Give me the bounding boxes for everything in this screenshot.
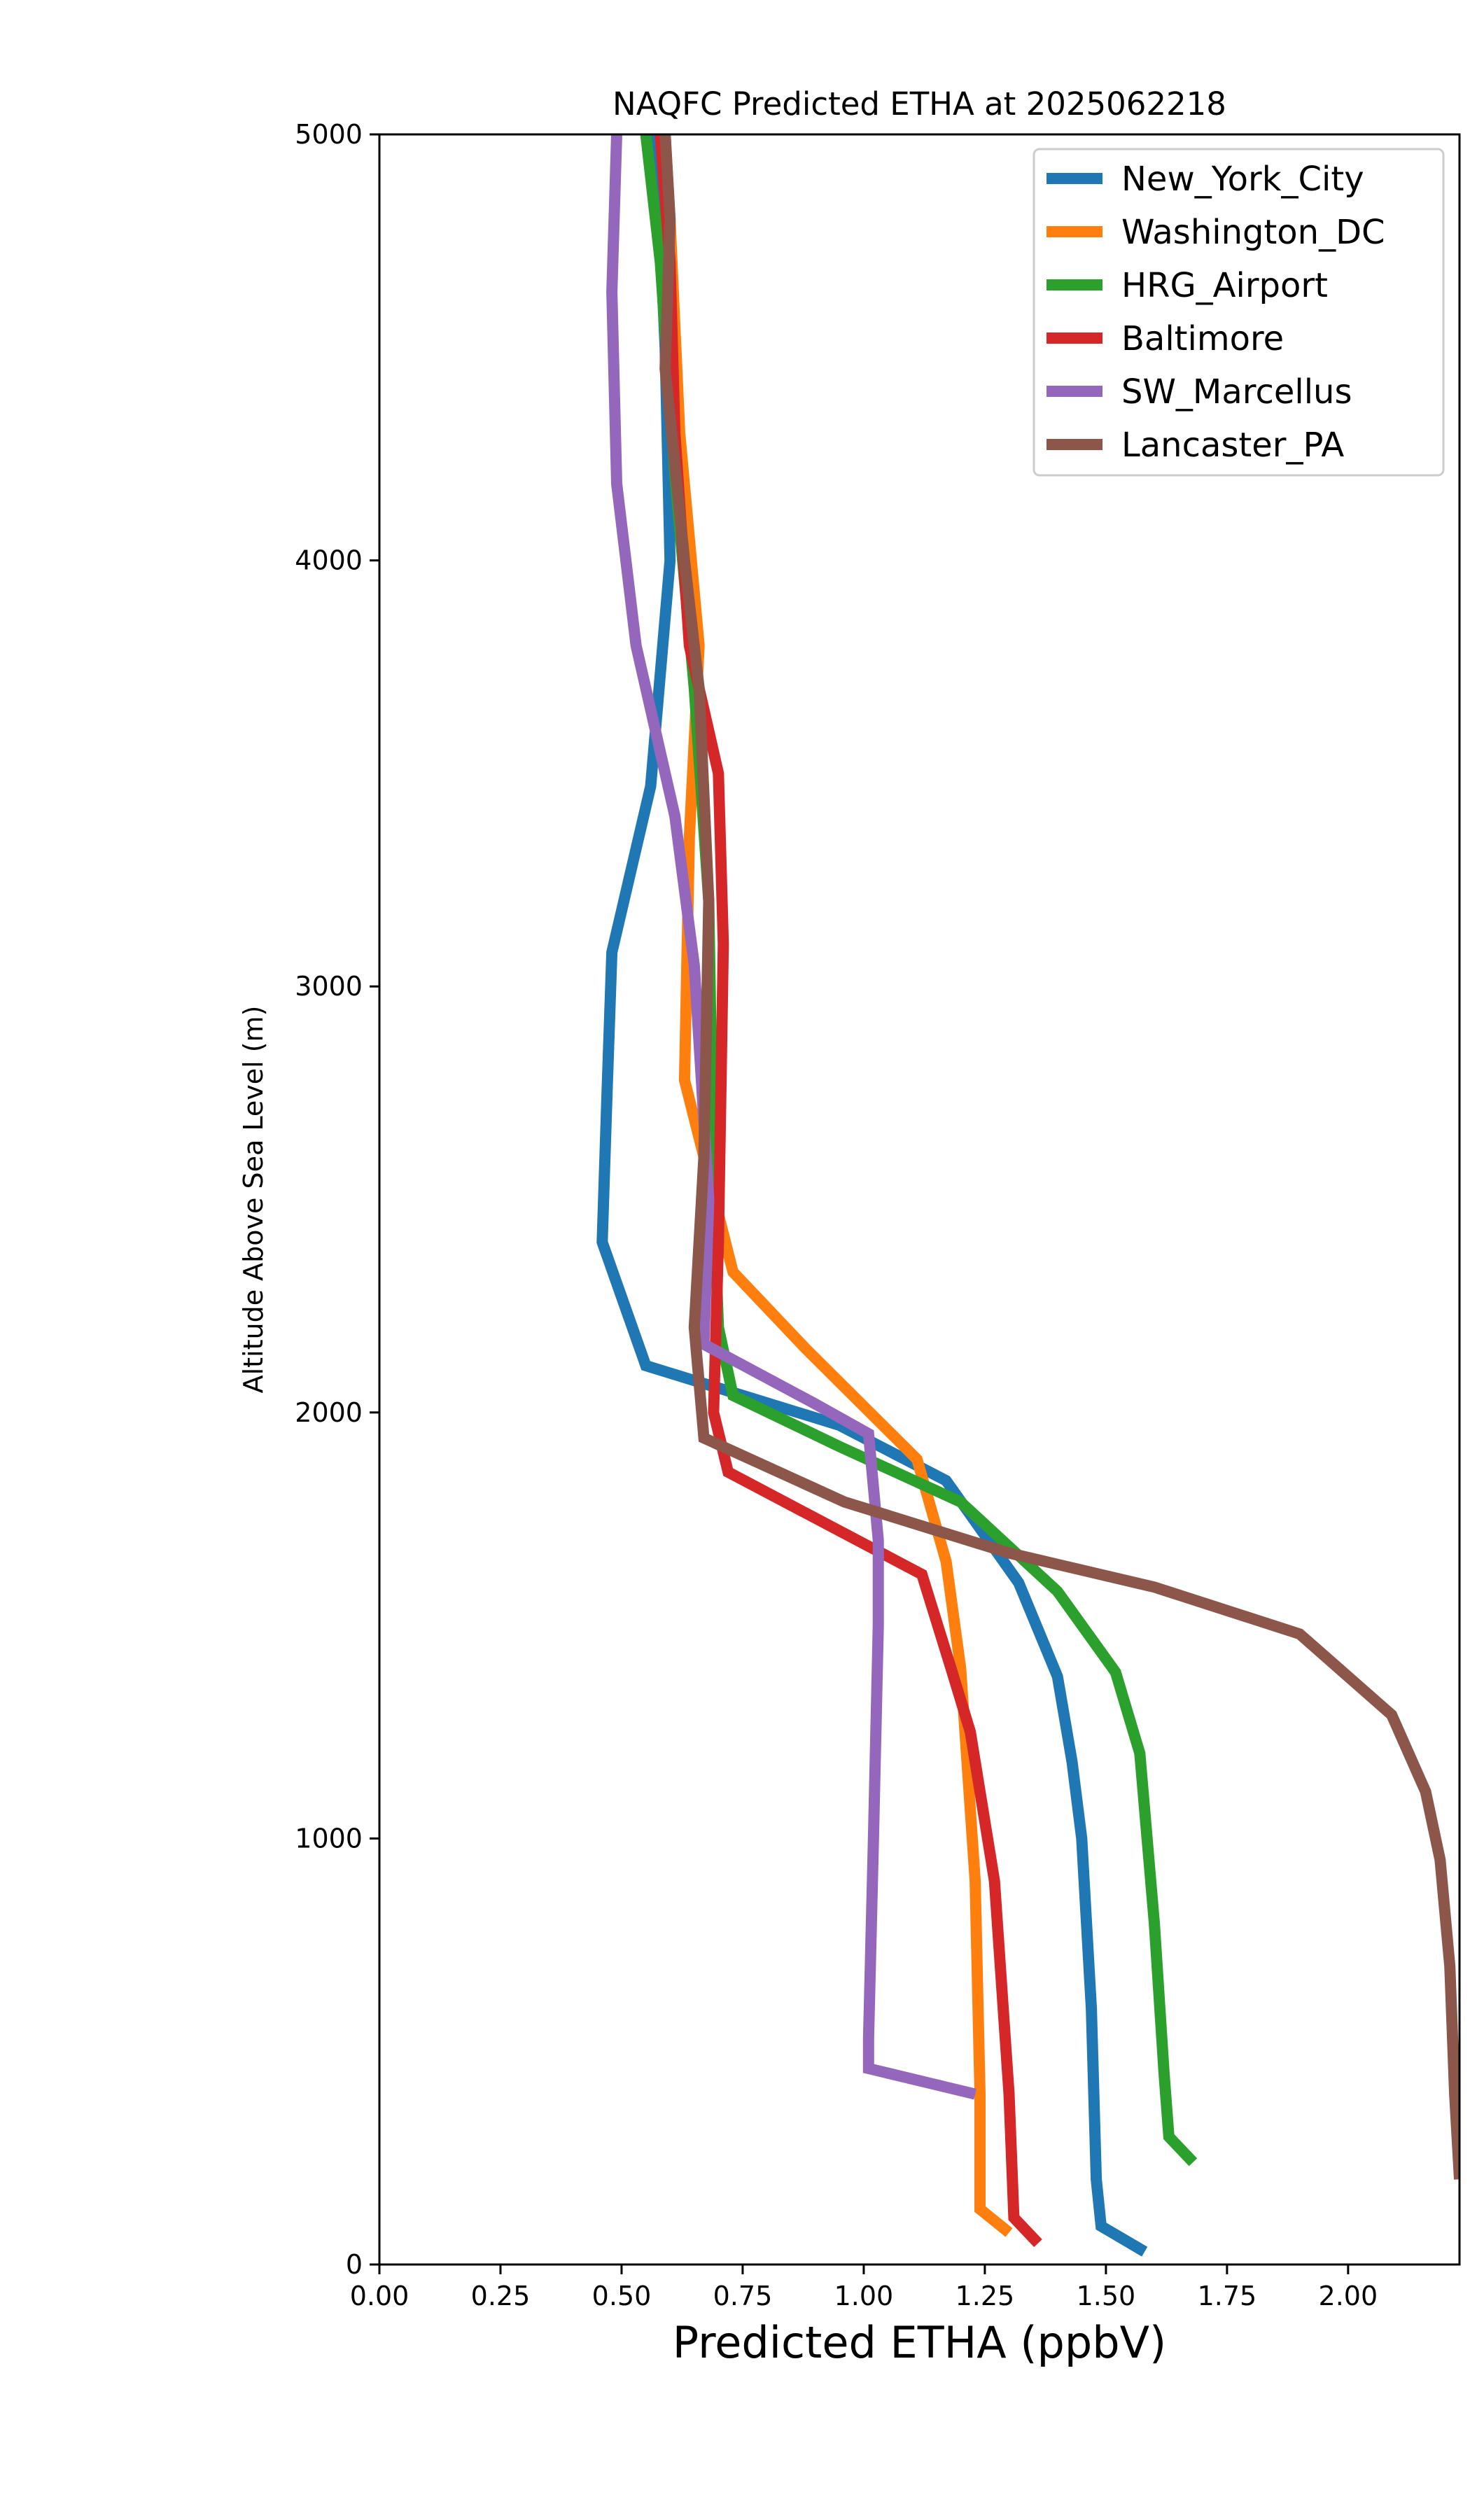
y-tick-label: 5000	[295, 119, 363, 150]
y-tick-label: 1000	[295, 1823, 363, 1854]
legend-label: HRG_Airport	[1121, 266, 1328, 305]
series-line-washington-dc	[659, 134, 1013, 2237]
chart-title: NAQFC Predicted ETHA at 2025062218	[612, 85, 1226, 122]
legend-box	[1032, 148, 1445, 477]
x-tick-label: 0.50	[592, 2281, 652, 2311]
x-tick-label: 2.00	[1319, 2281, 1378, 2311]
series-line-lancaster-pa	[659, 134, 1460, 2180]
x-axis-label: Predicted ETHA (ppbV)	[673, 2317, 1166, 2368]
legend-label: New_York_City	[1121, 160, 1364, 199]
legend-label: SW_Marcellus	[1121, 372, 1352, 412]
x-tick-label: 0.75	[713, 2281, 773, 2311]
legend-label: Baltimore	[1121, 319, 1284, 358]
legend-label: Washington_DC	[1121, 213, 1385, 252]
x-tick-label: 1.25	[955, 2281, 1015, 2311]
y-tick-label: 3000	[295, 971, 363, 1002]
y-axis-label: Altitude Above Sea Level (m)	[238, 1006, 269, 1394]
series-line-sw-marcellus	[606, 134, 976, 2100]
plot-lines	[596, 134, 1460, 2257]
legend: New_York_City Washington_DC HRG_Airport Bal…	[1032, 148, 1445, 477]
x-tick-label: 1.00	[834, 2281, 894, 2311]
x-axis-ticks: 0.00 0.25 0.50 0.75 1.00 1.25 1.50 1.75 2.00	[350, 2264, 1378, 2311]
y-axis-ticks: 0 1000 2000 3000 4000 5000	[295, 119, 379, 2280]
y-tick-label: 4000	[295, 545, 363, 576]
y-tick-label: 2000	[295, 1397, 363, 1428]
x-tick-label: 1.75	[1198, 2281, 1257, 2311]
x-tick-label: 0.00	[350, 2281, 410, 2311]
plot-frame	[378, 133, 1461, 2266]
legend-label: Lancaster_PA	[1121, 426, 1344, 465]
x-tick-label: 1.50	[1077, 2281, 1136, 2311]
x-tick-label: 0.25	[471, 2281, 531, 2311]
y-tick-label: 0	[346, 2249, 363, 2280]
